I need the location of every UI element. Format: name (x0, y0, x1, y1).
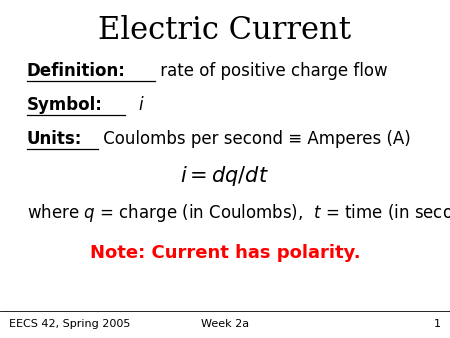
Text: Symbol:: Symbol: (27, 96, 103, 114)
Text: EECS 42, Spring 2005: EECS 42, Spring 2005 (9, 319, 130, 330)
Text: Units:: Units: (27, 129, 82, 148)
Text: $i = dq/dt$: $i = dq/dt$ (180, 164, 270, 188)
Text: i: i (139, 96, 143, 114)
Text: where $q$ = charge (in Coulombs),  $t$ = time (in seconds): where $q$ = charge (in Coulombs), $t$ = … (27, 202, 450, 224)
Text: rate of positive charge flow: rate of positive charge flow (155, 62, 387, 80)
Text: Definition:: Definition: (27, 62, 126, 80)
Text: Note: Current has polarity.: Note: Current has polarity. (90, 244, 360, 263)
Text: Coulombs per second ≡ Amperes (A): Coulombs per second ≡ Amperes (A) (99, 129, 411, 148)
Text: Electric Current: Electric Current (99, 15, 351, 46)
Text: Week 2a: Week 2a (201, 319, 249, 330)
Text: 1: 1 (434, 319, 441, 330)
